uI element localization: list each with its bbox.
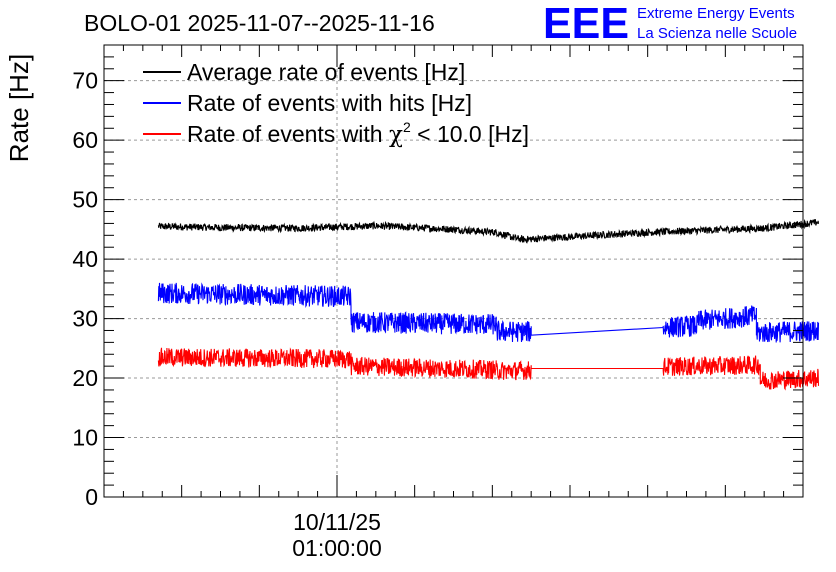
legend-chi2-prefix: Rate of events with — [187, 121, 389, 147]
series-line-hits-rate — [157, 282, 820, 343]
y-tick-label: 70 — [72, 68, 98, 94]
eee-logo: EEE Extreme Energy Events La Scienza nel… — [543, 0, 797, 48]
x-tick-label-date: 10/11/25 — [293, 509, 381, 535]
y-tick-label: 0 — [85, 484, 98, 510]
legend-label-chi2: Rate of events with χ2 < 10.0 [Hz] — [187, 119, 529, 148]
chart-title: BOLO-01 2025-11-07--2025-11-16 — [84, 10, 435, 36]
legend-chi-superscript: 2 — [403, 119, 411, 135]
y-tick-label: 60 — [72, 127, 98, 153]
legend: Average rate of events [Hz] Rate of even… — [143, 59, 529, 148]
legend-label-hits: Rate of events with hits [Hz] — [187, 90, 472, 116]
y-tick-label: 20 — [72, 365, 98, 391]
legend-chi-symbol: χ — [389, 122, 403, 148]
logo-line-1: Extreme Energy Events — [637, 5, 795, 22]
series-line-average-rate — [157, 218, 820, 244]
logo-line-2: La Scienza nelle Scuole — [637, 25, 797, 42]
axis-ticks — [103, 44, 804, 498]
eee-logo-letters: EEE — [543, 0, 629, 48]
series-layer — [157, 218, 820, 391]
y-tick-label: 30 — [72, 306, 98, 332]
y-axis-label: Rate [Hz] — [4, 54, 34, 162]
y-tick-label: 40 — [72, 246, 98, 272]
legend-label-average: Average rate of events [Hz] — [187, 59, 465, 85]
legend-chi2-suffix: < 10.0 [Hz] — [411, 121, 529, 147]
series-line-chi2-rate — [157, 347, 820, 391]
y-tick-labels: 0 10 20 30 40 50 60 70 — [72, 68, 98, 510]
y-tick-label: 50 — [72, 187, 98, 213]
x-tick-label-time: 01:00:00 — [292, 535, 382, 561]
y-tick-label: 10 — [72, 425, 98, 451]
